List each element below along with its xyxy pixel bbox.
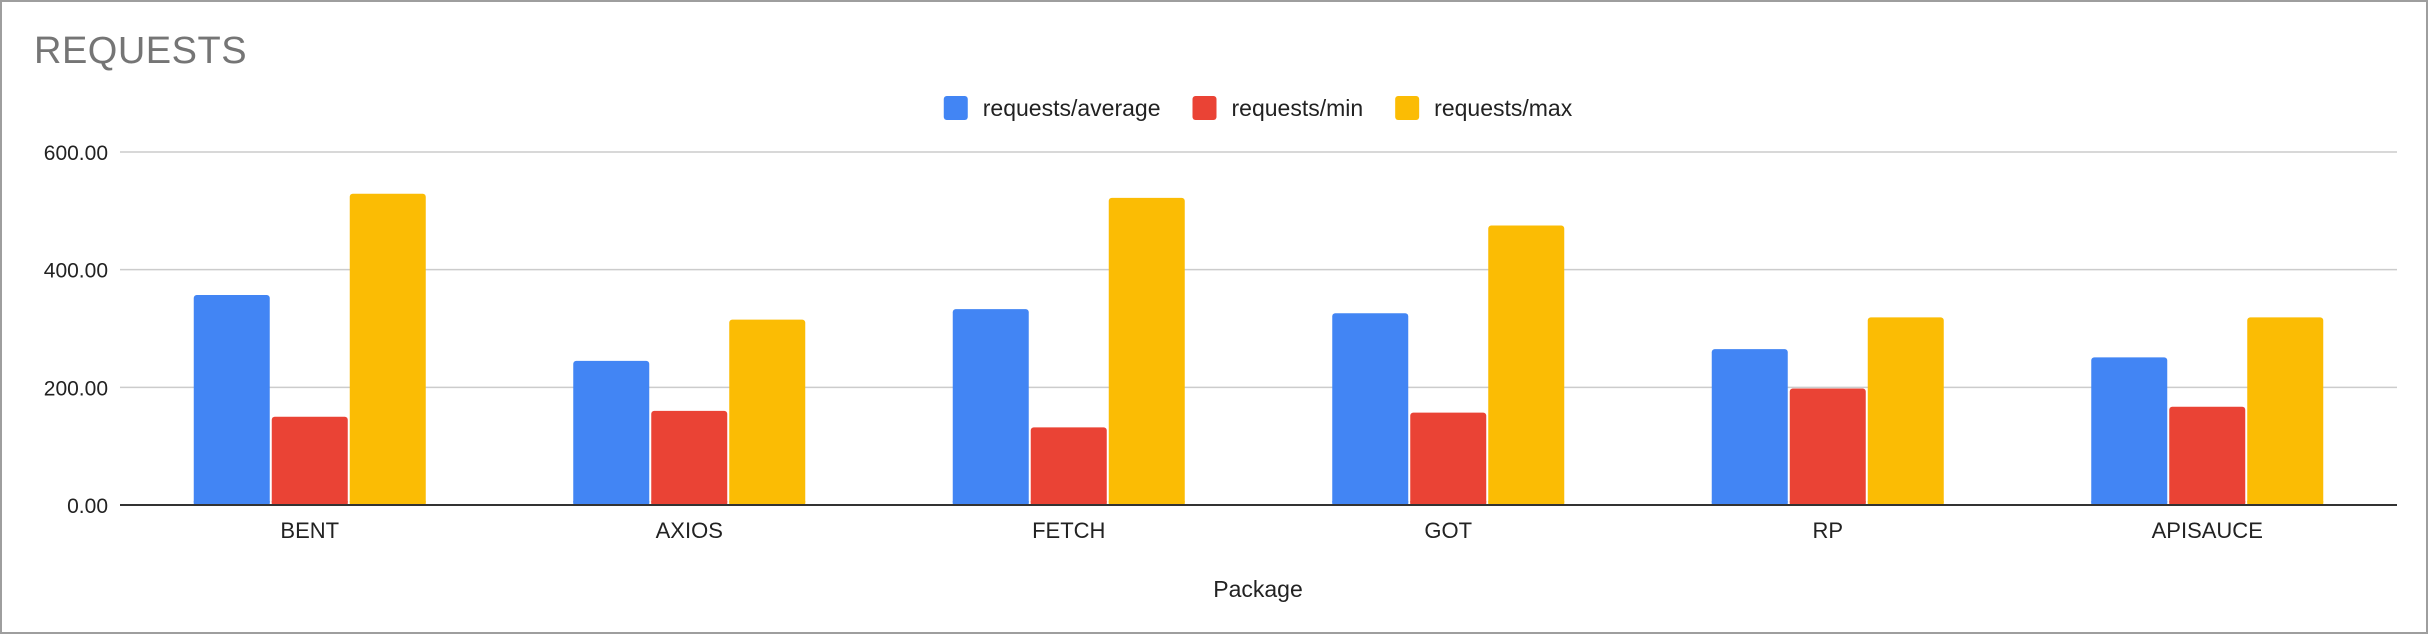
bar-base [573,501,650,505]
gridlines [120,151,2397,389]
legend-item: requests/average [943,95,1161,121]
legend-swatch [1192,96,1217,120]
bar-bent-requests-max [349,193,426,505]
bar-rp-requests-max [1867,317,1944,505]
legend-item: requests/min [1192,95,1364,121]
legend-item: requests/max [1395,95,1573,121]
bar-apisauce-requests-max [2247,317,2324,505]
bar-base [651,501,728,505]
x-axis-label: Package [1213,576,1303,602]
bar-base [1030,501,1107,505]
y-tick-label: 200.00 [44,377,108,400]
bar-got-requests-min [1410,412,1487,505]
bar-bent-requests-min [271,416,348,505]
x-tick-label-got: GOT [1424,518,1472,543]
legend: requests/average requests/min requests/max [943,95,1573,121]
x-tick-label-axios: AXIOS [656,518,723,543]
legend-swatch [1395,96,1420,120]
bar-base [1867,501,1944,505]
bar-axios-requests-max [729,319,806,505]
bar-base [2169,501,2246,505]
bar-base [193,501,270,505]
x-tick-label-apisauce: APISAUCE [2152,518,2263,543]
legend-label: requests/average [983,95,1161,121]
bar-fetch-requests-min [1030,427,1107,505]
legend-label: requests/max [1434,95,1573,121]
bar-base [1488,501,1565,505]
x-tick-label-bent: BENT [280,518,339,543]
bar-got-requests-max [1488,225,1565,505]
bar-rp-requests-average [1711,349,1788,505]
y-axis-tick-labels: 0.00 200.00 400.00 600.00 [44,142,108,518]
bar-rp-requests-min [1789,388,1866,505]
bar-base [1108,501,1185,505]
y-tick-label: 0.00 [67,495,108,518]
bar-bent-requests-average [193,294,270,505]
bar-base [1711,501,1788,505]
bar-fetch-requests-average [952,309,1029,505]
bar-base [349,501,426,505]
y-tick-label: 600.00 [44,142,108,165]
y-tick-label: 400.00 [44,260,108,283]
legend-label: requests/min [1232,95,1364,121]
bar-apisauce-requests-average [2091,357,2168,505]
bars [193,193,2324,505]
bar-axios-requests-min [651,410,728,505]
bar-apisauce-requests-min [2169,406,2246,505]
x-tick-label-rp: RP [1812,518,1843,543]
bar-fetch-requests-max [1108,197,1185,505]
bar-base [1410,501,1487,505]
bar-base [1332,501,1409,505]
bar-base [2091,501,2168,505]
chart-title: REQUESTS [34,30,248,72]
legend-swatch [943,96,968,120]
bar-base [729,501,806,505]
bar-base [271,501,348,505]
bar-base [952,501,1029,505]
bar-base [2247,501,2324,505]
x-axis-category-labels: BENT AXIOS FETCH GOT RP APISAUCE [280,518,2262,543]
x-tick-label-fetch: FETCH [1032,518,1105,543]
bar-base [1789,501,1866,505]
bar-got-requests-average [1332,313,1409,505]
bar-axios-requests-average [573,360,650,505]
